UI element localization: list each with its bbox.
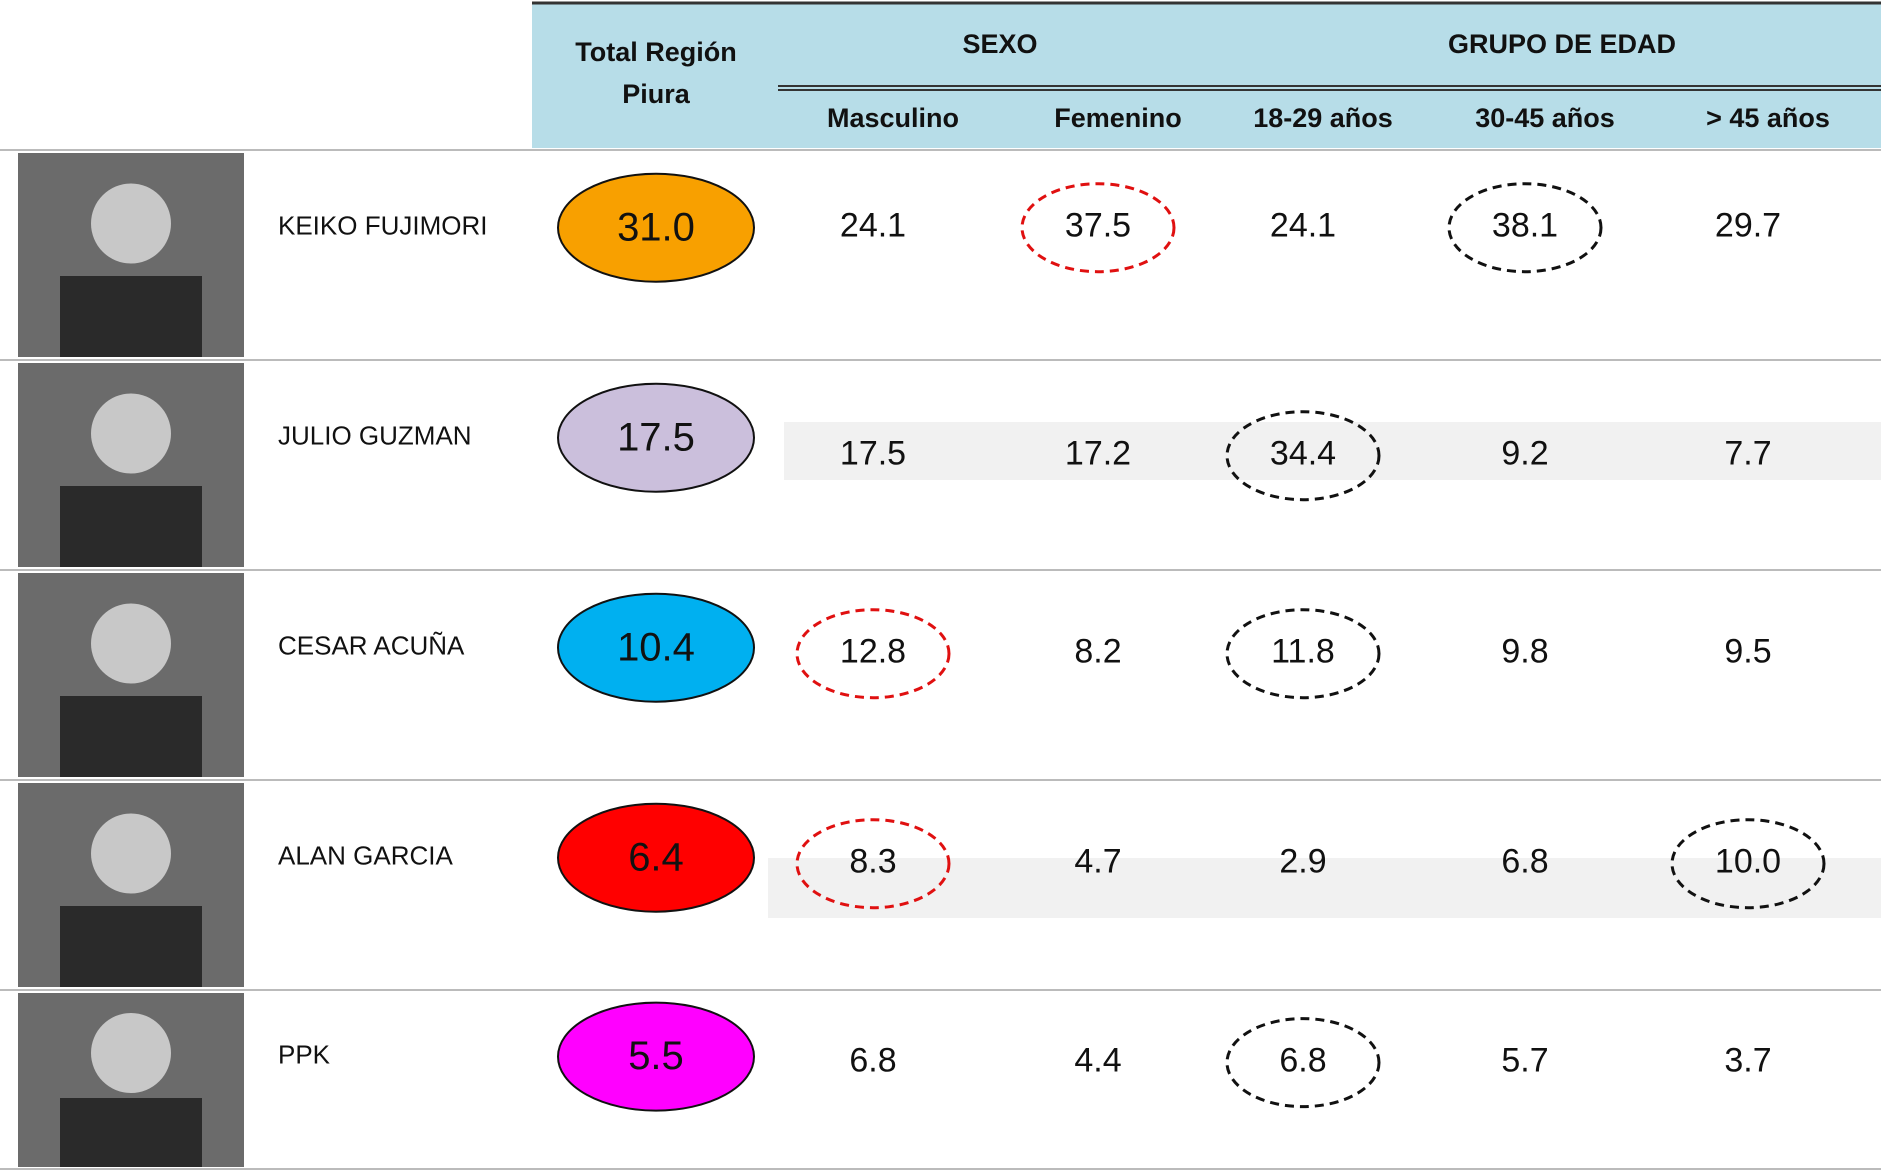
cell-value: 17.2 bbox=[1065, 435, 1131, 473]
cell-value: 6.8 bbox=[1501, 843, 1548, 881]
cell-value: 8.3 bbox=[849, 843, 896, 881]
total-value: 6.4 bbox=[628, 835, 684, 879]
photo-head bbox=[91, 604, 171, 684]
table: Total RegiónPiura SEXO GRUPO DE EDAD Mas… bbox=[0, 0, 1881, 1171]
photo-head bbox=[91, 394, 171, 474]
cell-value: 3.7 bbox=[1724, 1042, 1771, 1080]
cell-value: 34.4 bbox=[1270, 435, 1336, 473]
photo-body bbox=[60, 486, 202, 567]
photo-head bbox=[91, 814, 171, 894]
candidate-name: CESAR ACUÑA bbox=[278, 631, 465, 661]
total-value: 31.0 bbox=[617, 205, 695, 249]
cell-value: 24.1 bbox=[840, 207, 906, 245]
photo-body bbox=[60, 276, 202, 357]
total-value: 17.5 bbox=[617, 415, 695, 459]
photo-head bbox=[91, 184, 171, 264]
cell-value: 17.5 bbox=[840, 435, 906, 473]
cell-value: 4.4 bbox=[1074, 1042, 1121, 1080]
photo-body bbox=[60, 1098, 202, 1167]
cell-value: 4.7 bbox=[1074, 843, 1121, 881]
photo-body bbox=[60, 696, 202, 777]
cell-value: 37.5 bbox=[1065, 207, 1131, 245]
candidate-name: KEIKO FUJIMORI bbox=[278, 211, 487, 241]
cell-value: 9.2 bbox=[1501, 435, 1548, 473]
cell-value: 38.1 bbox=[1492, 207, 1558, 245]
cell-value: 7.7 bbox=[1724, 435, 1771, 473]
cell-value: 6.8 bbox=[1279, 1042, 1326, 1080]
cell-value: 12.8 bbox=[840, 633, 906, 671]
cell-value: 11.8 bbox=[1271, 633, 1335, 671]
cell-value: 24.1 bbox=[1270, 207, 1336, 245]
cell-value: 5.7 bbox=[1501, 1042, 1548, 1080]
candidate-name: ALAN GARCIA bbox=[278, 841, 453, 871]
column-header: 18-29 años bbox=[1253, 103, 1393, 133]
cell-value: 8.2 bbox=[1074, 633, 1121, 671]
cell-value: 6.8 bbox=[849, 1042, 896, 1080]
column-header: Femenino bbox=[1054, 103, 1182, 133]
cell-value: 2.9 bbox=[1279, 843, 1326, 881]
photo-head bbox=[91, 1013, 171, 1093]
page: Total RegiónPiura SEXO GRUPO DE EDAD Mas… bbox=[0, 0, 1881, 1171]
column-header: Masculino bbox=[827, 103, 959, 133]
candidate-name: JULIO GUZMAN bbox=[278, 421, 472, 451]
group-header: SEXO bbox=[962, 29, 1037, 59]
group-header: GRUPO DE EDAD bbox=[1448, 29, 1676, 59]
photo-body bbox=[60, 906, 202, 987]
cell-value: 9.8 bbox=[1501, 633, 1548, 671]
column-header: 30-45 años bbox=[1475, 103, 1615, 133]
total-value: 5.5 bbox=[628, 1034, 684, 1078]
column-header: > 45 años bbox=[1706, 103, 1830, 133]
cell-value: 9.5 bbox=[1724, 633, 1771, 671]
total-value: 10.4 bbox=[617, 625, 695, 669]
cell-value: 29.7 bbox=[1715, 207, 1781, 245]
candidate-name: PPK bbox=[278, 1039, 331, 1069]
cell-value: 10.0 bbox=[1715, 843, 1781, 881]
header-bg bbox=[532, 2, 1881, 148]
